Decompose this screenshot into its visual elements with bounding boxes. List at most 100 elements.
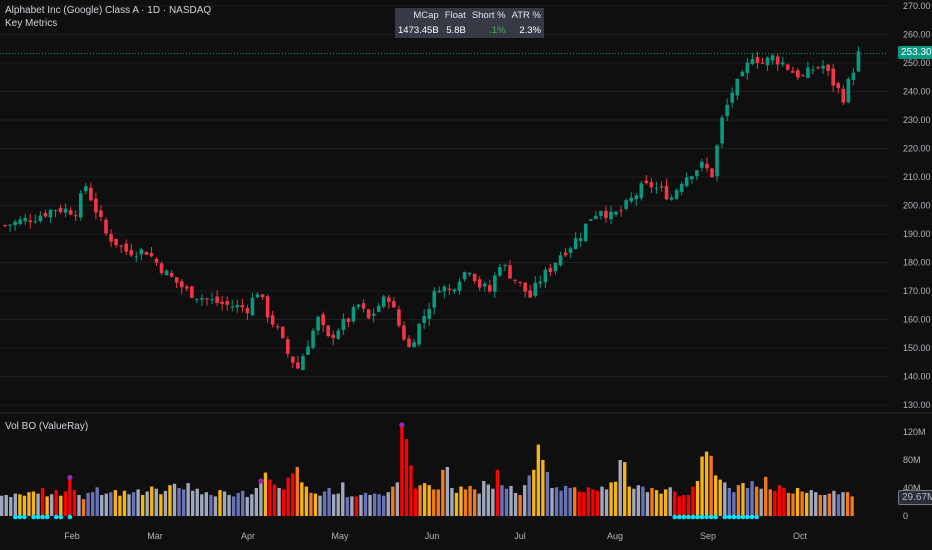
volume-axis[interactable]: 0 40M 80M 120M xyxy=(903,427,926,521)
symbol-line[interactable]: Alphabet Inc (Google) Class A · 1D · NAS… xyxy=(5,5,212,16)
candle-body xyxy=(528,290,532,298)
volume-bar xyxy=(659,493,663,516)
low-volume-dot xyxy=(695,514,700,520)
volume-bar xyxy=(800,491,804,516)
candle-body xyxy=(669,197,674,200)
low-volume-dot xyxy=(749,514,755,520)
metrics-header-short: Short % xyxy=(471,10,506,21)
candle-body xyxy=(543,269,548,283)
time-axis[interactable]: Feb Mar Apr May Jun Jul Aug Sep Oct xyxy=(64,531,807,541)
candle-body xyxy=(442,286,447,292)
volume-bar xyxy=(782,488,786,516)
candle-body xyxy=(594,215,598,219)
volume-bar xyxy=(263,472,268,516)
volume-bar xyxy=(441,469,445,516)
candle-body xyxy=(356,304,361,307)
candle-body xyxy=(659,186,664,188)
volume-bar xyxy=(154,488,158,516)
volume-bar xyxy=(0,495,4,516)
price-axis[interactable]: 130.00 140.00 150.00 160.00 170.00 180.00 190.… xyxy=(903,1,931,410)
candle-body xyxy=(629,197,633,202)
candle-body xyxy=(220,301,224,304)
candle-body xyxy=(286,339,290,354)
candle-body xyxy=(124,243,128,252)
volume-bar xyxy=(200,494,204,516)
low-volume-dot xyxy=(13,514,18,520)
volume-bar xyxy=(72,490,77,516)
candle-body xyxy=(563,252,568,256)
volume-spike-dot xyxy=(67,474,73,481)
price-tick-label: 250.00 xyxy=(903,58,931,68)
candle-body xyxy=(331,334,336,338)
candle-body xyxy=(599,211,603,216)
volume-bar xyxy=(450,488,454,516)
volume-bar xyxy=(486,484,490,516)
candle-body xyxy=(169,272,174,277)
volume-bar xyxy=(331,494,336,516)
time-tick-label: Apr xyxy=(241,531,255,541)
volume-bar xyxy=(231,496,236,516)
low-volume-dot xyxy=(699,514,705,520)
low-volume-dot xyxy=(681,514,687,520)
candle-body xyxy=(695,170,699,177)
low-volume-dot xyxy=(722,514,728,520)
candle-body xyxy=(43,212,48,217)
candle-body xyxy=(58,207,63,213)
volume-indicator-title[interactable]: Vol BO (ValueRay) xyxy=(5,421,89,432)
volume-bar xyxy=(668,487,672,516)
volume-bar xyxy=(36,493,40,516)
volume-bar xyxy=(768,489,772,516)
candle-body xyxy=(690,176,694,180)
volume-bar xyxy=(650,488,654,516)
volume-bar xyxy=(40,488,45,516)
candle-body xyxy=(270,315,275,325)
candle-body xyxy=(533,282,538,296)
candle-body xyxy=(523,282,527,292)
volume-bar xyxy=(209,495,213,516)
volume-bar xyxy=(363,492,368,516)
time-tick-label: Jul xyxy=(514,531,526,541)
candle-body xyxy=(18,219,22,224)
candle-body xyxy=(488,285,492,292)
volume-bar xyxy=(532,469,536,516)
candle-body xyxy=(119,245,123,247)
candle-body xyxy=(654,187,659,189)
volume-bar xyxy=(336,493,340,516)
candle-body xyxy=(503,265,507,267)
candle-body xyxy=(498,266,502,276)
volume-bar xyxy=(27,492,31,516)
candle-body xyxy=(321,314,325,326)
volume-bar xyxy=(709,455,713,516)
candle-body xyxy=(472,273,477,282)
volume-bar xyxy=(22,495,27,516)
candle-body xyxy=(144,251,149,255)
price-tick-label: 270.00 xyxy=(903,1,931,11)
candle-body xyxy=(195,298,199,300)
volume-bar xyxy=(832,490,836,516)
candle-body xyxy=(296,362,300,369)
volume-bar xyxy=(18,494,22,516)
low-volume-dot xyxy=(44,514,50,520)
candle-body xyxy=(129,249,134,256)
volume-bar xyxy=(341,482,345,516)
volume-bar xyxy=(700,456,704,516)
price-tick-label: 200.00 xyxy=(903,201,931,211)
candle-body xyxy=(735,78,740,96)
candle-body xyxy=(836,83,841,89)
candle-body xyxy=(740,71,745,77)
candle-body xyxy=(174,277,179,283)
indicator-name[interactable]: Key Metrics xyxy=(5,18,58,29)
volume-bar xyxy=(322,491,327,516)
time-tick-label: Feb xyxy=(64,531,80,541)
volume-bar xyxy=(377,494,381,516)
volume-bar xyxy=(495,469,500,516)
metrics-value-float: 5.8B xyxy=(446,25,466,36)
volume-tick-label: 40M xyxy=(903,483,921,493)
volume-bar xyxy=(50,494,54,516)
volume-bar xyxy=(9,497,13,516)
low-volume-dot xyxy=(677,514,682,520)
price-tick-label: 210.00 xyxy=(903,172,931,182)
volume-bar xyxy=(472,489,477,516)
volume-bar xyxy=(591,489,595,516)
